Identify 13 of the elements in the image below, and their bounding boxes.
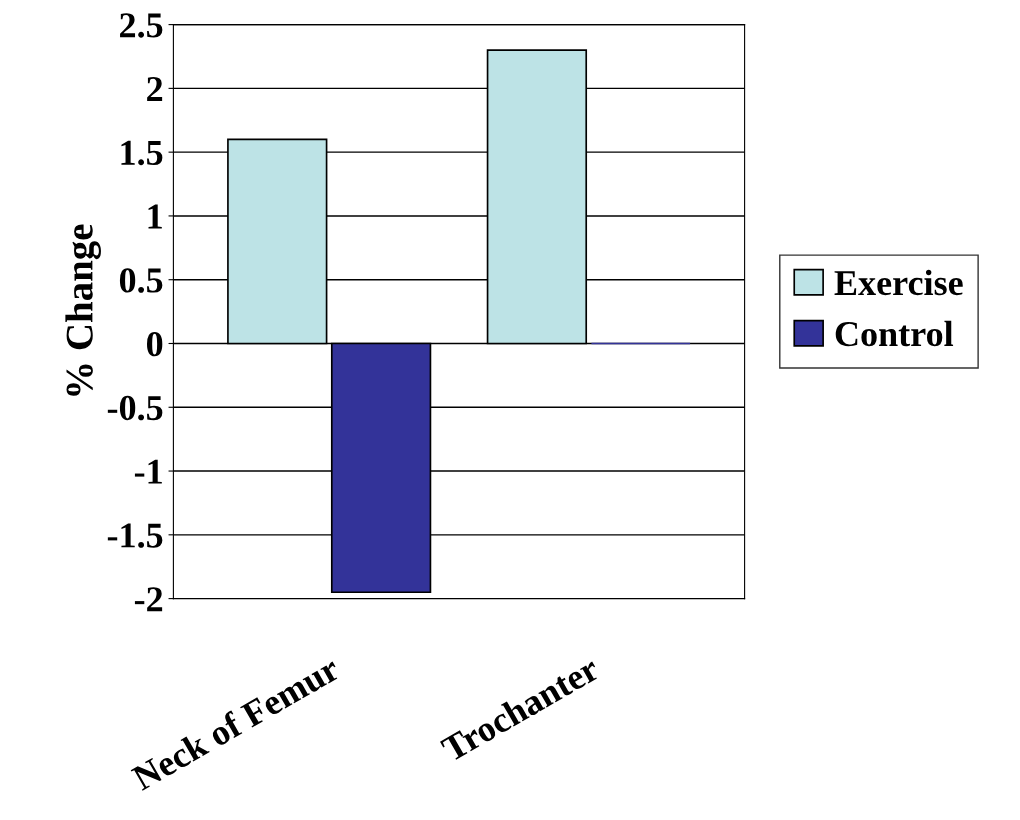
- legend-label: Exercise: [834, 269, 963, 296]
- y-tick-label: -1.5: [107, 523, 163, 548]
- y-tick-label: -0.5: [107, 395, 163, 421]
- y-axis-title: % Change: [65, 224, 101, 396]
- y-tick-label: 1: [148, 204, 162, 229]
- y-tick-label: 0.5: [119, 268, 163, 293]
- y-tick-label: 2: [147, 76, 163, 101]
- y-tick-label: 1.5: [121, 140, 163, 166]
- y-tick-label: -1: [134, 459, 162, 484]
- y-tick-label: 2.5: [120, 13, 163, 38]
- y-tick-label: -2: [134, 587, 163, 612]
- y-tick-label: 0: [147, 332, 163, 357]
- legend-label: Control: [835, 320, 954, 347]
